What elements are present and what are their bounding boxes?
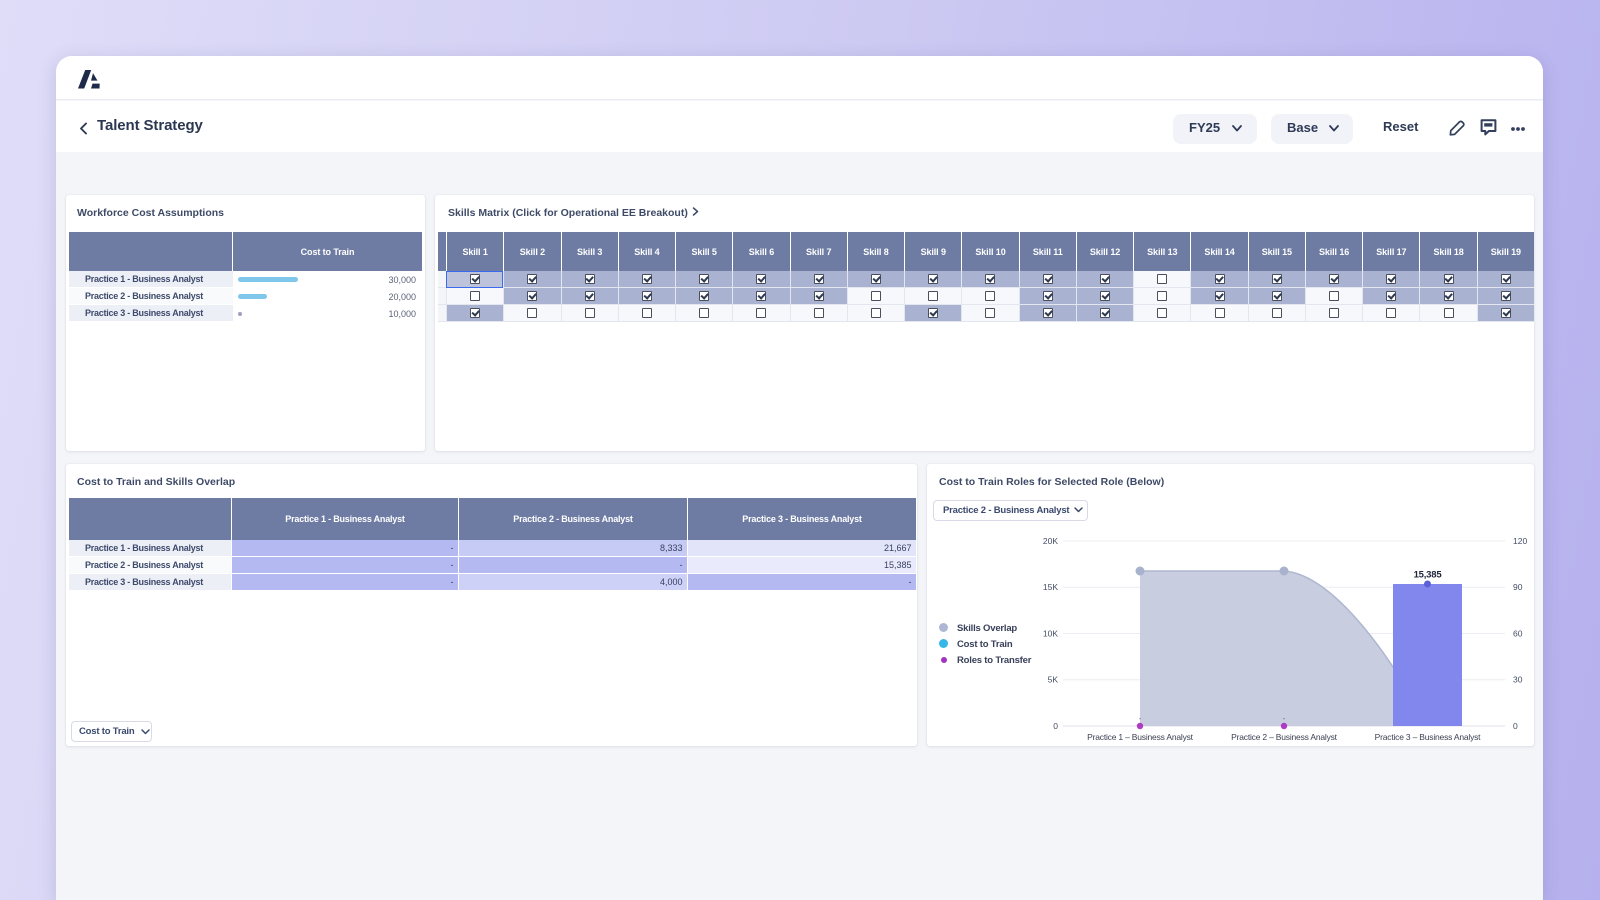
svg-text:5K: 5K [1048,675,1059,685]
svg-text:10K: 10K [1043,629,1058,639]
svg-text:Practice 3 – Business Analyst: Practice 3 – Business Analyst [1375,732,1482,742]
svg-text:-: - [1139,714,1142,723]
svg-text:90: 90 [1513,582,1523,592]
svg-text:0: 0 [1513,721,1518,731]
svg-text:Practice 1 – Business Analyst: Practice 1 – Business Analyst [1087,732,1194,742]
svg-text:15K: 15K [1043,582,1058,592]
svg-text:-: - [1283,714,1286,723]
svg-text:0: 0 [1053,721,1058,731]
svg-text:15,385: 15,385 [1414,570,1443,581]
svg-text:Practice 2 – Business Analyst: Practice 2 – Business Analyst [1231,732,1338,742]
svg-text:20K: 20K [1043,536,1058,546]
svg-text:30: 30 [1513,675,1523,685]
svg-text:120: 120 [1513,536,1527,546]
svg-text:60: 60 [1513,629,1523,639]
